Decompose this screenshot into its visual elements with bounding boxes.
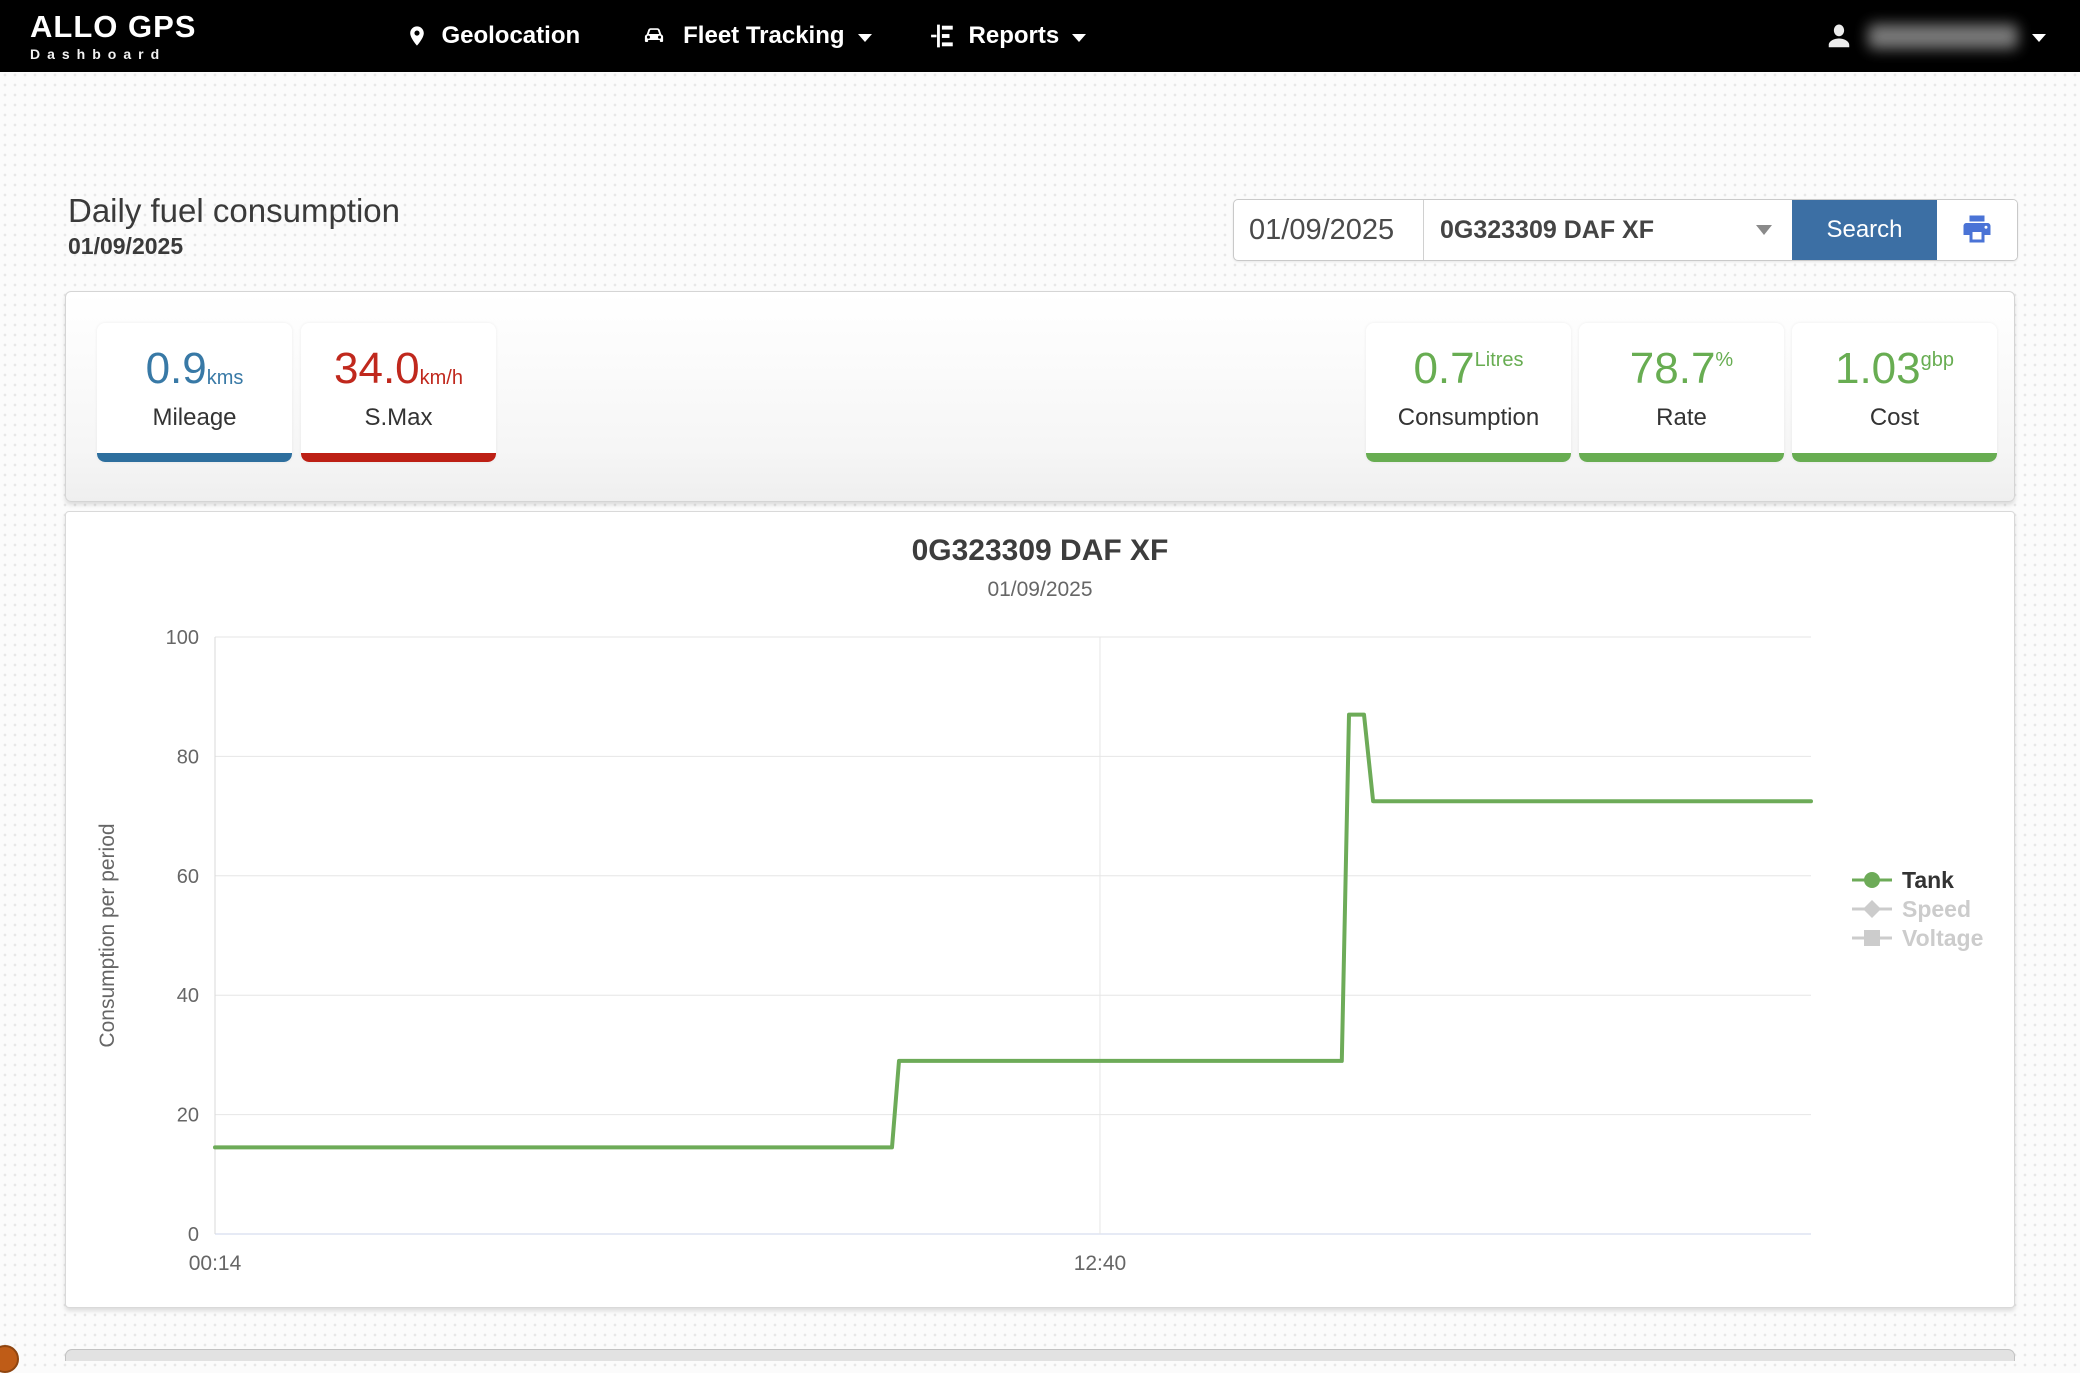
- stats-panel: 0.9kms Mileage 34.0km/h S.Max 0.7Litres Cons…: [65, 291, 2015, 502]
- legend-label: Tank: [1902, 867, 1954, 893]
- stat-value: 0.7Litres: [1366, 347, 1571, 391]
- stat-number: 0.7: [1413, 344, 1475, 393]
- nav-items: Geolocation Fleet Tracking Reports: [406, 22, 1087, 50]
- legend-item-voltage[interactable]: Voltage: [1852, 925, 1983, 951]
- chevron-down-icon: [857, 34, 872, 42]
- stat-accent-bar: [1792, 453, 1997, 462]
- stat-value: 1.03gbp: [1792, 347, 1997, 391]
- chart-panel: 0G323309 DAF XF 01/09/2025 0 20 40 60 80 100 0…: [65, 511, 2015, 1308]
- top-nav: ALLO GPS Dashboard Geolocation Fleet Trac…: [0, 0, 2080, 72]
- legend-diamond-marker-icon: [1863, 900, 1881, 918]
- bottom-panel-edge: [65, 1349, 2015, 1361]
- car-icon: [638, 23, 670, 49]
- stats-group-left: 0.9kms Mileage 34.0km/h S.Max: [97, 323, 496, 462]
- date-field-cell: [1234, 200, 1424, 260]
- stat-label: Mileage: [152, 404, 237, 431]
- brand-title: ALLO GPS: [30, 8, 197, 44]
- legend-label: Speed: [1902, 896, 1971, 922]
- stat-label: Consumption: [1397, 404, 1540, 431]
- vehicle-select[interactable]: 0G323309 DAF XF: [1424, 200, 1792, 260]
- stat-unit: gbp: [1920, 349, 1954, 371]
- brand-subtitle: Dashboard: [30, 45, 167, 62]
- stat-accent-bar: [1366, 453, 1571, 462]
- nav-item-fleet-tracking[interactable]: Fleet Tracking: [638, 22, 872, 50]
- brand[interactable]: ALLO GPS Dashboard: [30, 11, 196, 62]
- nav-item-label: Fleet Tracking: [683, 22, 845, 49]
- nav-item-label: Geolocation: [441, 22, 581, 49]
- stat-value: 0.9kms: [97, 347, 292, 391]
- stat-label: Rate: [1656, 404, 1707, 431]
- user-icon: [1824, 21, 1854, 51]
- x-tick-label: 12:40: [1074, 1252, 1127, 1275]
- stat-value: 78.7%: [1579, 347, 1784, 391]
- page-head: Daily fuel consumption 01/09/2025 0G3233…: [68, 192, 2018, 277]
- legend-item-tank[interactable]: Tank: [1852, 867, 1954, 893]
- page-title: Daily fuel consumption: [68, 192, 400, 229]
- vehicle-select-value: 0G323309 DAF XF: [1440, 215, 1654, 244]
- stat-accent-bar: [1579, 453, 1784, 462]
- nav-item-geolocation[interactable]: Geolocation: [406, 22, 580, 50]
- legend-label: Voltage: [1902, 925, 1983, 951]
- y-grid: 0 20 40 60 80 100: [166, 627, 1811, 1246]
- chevron-down-icon: [1756, 225, 1772, 235]
- y-tick-label: 20: [177, 1105, 199, 1127]
- tank-series-line: [213, 712, 1813, 1150]
- y-tick-label: 100: [166, 627, 199, 649]
- stat-number: 34.0: [334, 344, 420, 393]
- y-axis-title: Consumption per period: [96, 823, 119, 1047]
- stat-card-mileage: 0.9kms Mileage: [97, 323, 292, 462]
- legend-item-speed[interactable]: Speed: [1852, 896, 1971, 922]
- y-tick-label: 40: [177, 985, 199, 1007]
- stat-card-rate: 78.7% Rate: [1579, 323, 1784, 462]
- stat-card-consumption: 0.7Litres Consumption: [1366, 323, 1571, 462]
- stat-unit: km/h: [419, 367, 463, 389]
- user-name-blurred: [1868, 23, 2018, 49]
- stat-label: Cost: [1869, 404, 1920, 431]
- legend-circle-marker-icon: [1864, 872, 1880, 888]
- page-date: 01/09/2025: [68, 232, 184, 259]
- stat-number: 78.7: [1629, 344, 1716, 393]
- chevron-down-icon: [1072, 34, 1087, 42]
- search-button[interactable]: Search: [1792, 200, 1937, 260]
- nav-item-reports[interactable]: Reports: [930, 22, 1087, 50]
- y-tick-label: 80: [177, 746, 199, 768]
- legend-square-marker-icon: [1864, 930, 1880, 946]
- corner-widget: [0, 1345, 19, 1373]
- stat-accent-bar: [97, 453, 292, 462]
- fuel-chart: 0 20 40 60 80 100 00:14 12:40 Consumption per pe…: [96, 627, 1983, 1275]
- nav-item-label: Reports: [968, 22, 1060, 49]
- x-axis-labels: 00:14 12:40: [189, 637, 1127, 1275]
- stat-card-cost: 1.03gbp Cost: [1792, 323, 1997, 462]
- stat-card-smax: 34.0km/h S.Max: [301, 323, 496, 462]
- stat-unit: Litres: [1474, 349, 1524, 371]
- location-pin-icon: [406, 22, 428, 50]
- search-toolbar: 0G323309 DAF XF Search: [1233, 199, 2018, 261]
- printer-icon: [1959, 211, 1995, 250]
- stat-label: S.Max: [364, 404, 433, 431]
- stat-accent-bar: [301, 453, 496, 462]
- stat-number: 0.9: [145, 344, 207, 393]
- y-tick-label: 60: [177, 866, 199, 888]
- y-tick-label: 0: [188, 1224, 199, 1246]
- report-icon: [930, 23, 956, 49]
- user-menu[interactable]: [1824, 21, 2046, 51]
- stats-group-right: 0.7Litres Consumption 78.7% Rate 1.03gbp Cost: [1366, 323, 1997, 462]
- stat-number: 1.03: [1834, 344, 1921, 393]
- stat-unit: kms: [206, 367, 244, 389]
- print-button[interactable]: [1937, 200, 2017, 260]
- date-input[interactable]: [1234, 200, 1423, 260]
- stat-value: 34.0km/h: [301, 347, 496, 391]
- x-tick-label: 00:14: [189, 1252, 242, 1275]
- chart-subtitle: 01/09/2025: [987, 578, 1093, 601]
- chart-title: 0G323309 DAF XF: [911, 534, 1169, 567]
- stat-unit: %: [1715, 349, 1734, 371]
- main-content: Daily fuel consumption 01/09/2025 0G3233…: [0, 192, 2080, 1308]
- chevron-down-icon: [2032, 34, 2046, 42]
